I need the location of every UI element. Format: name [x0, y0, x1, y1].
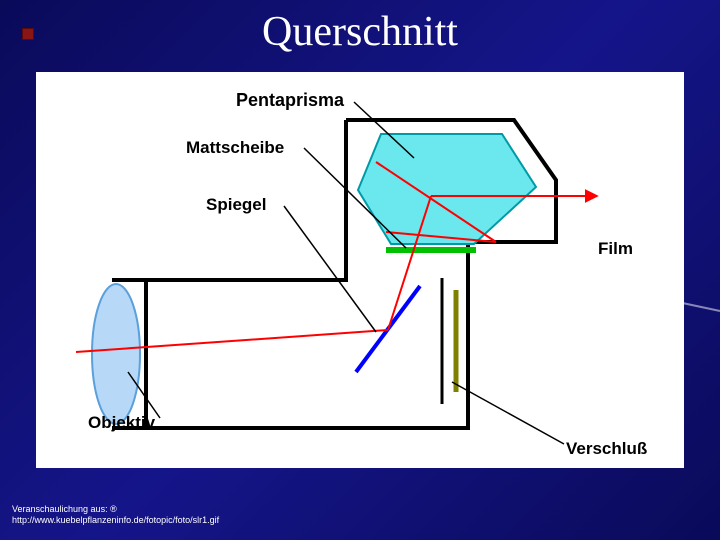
- credit-line-2: http://www.kuebelpflanzeninfo.de/fotopic…: [12, 515, 219, 526]
- label-pentaprism: Pentaprisma: [236, 90, 345, 110]
- label-mattscheibe: Mattscheibe: [186, 138, 284, 157]
- label-objektiv: Objektiv: [88, 413, 156, 432]
- label-spiegel: Spiegel: [206, 195, 266, 214]
- credit-line-1: Veranschaulichung aus: ®: [12, 504, 219, 515]
- pointer-spiegel: [284, 206, 376, 332]
- label-film: Film: [598, 239, 633, 258]
- slide-title: Querschnitt: [0, 8, 720, 56]
- image-credit: Veranschaulichung aus: ® http://www.kueb…: [12, 504, 219, 527]
- label-verschluss: Verschluß: [566, 439, 647, 458]
- objective-lens: [92, 284, 140, 424]
- diagram-canvas: Pentaprisma Mattscheibe Spiegel Film Objekti…: [36, 72, 684, 468]
- camera-cross-section-svg: Pentaprisma Mattscheibe Spiegel Film Objekti…: [36, 72, 684, 468]
